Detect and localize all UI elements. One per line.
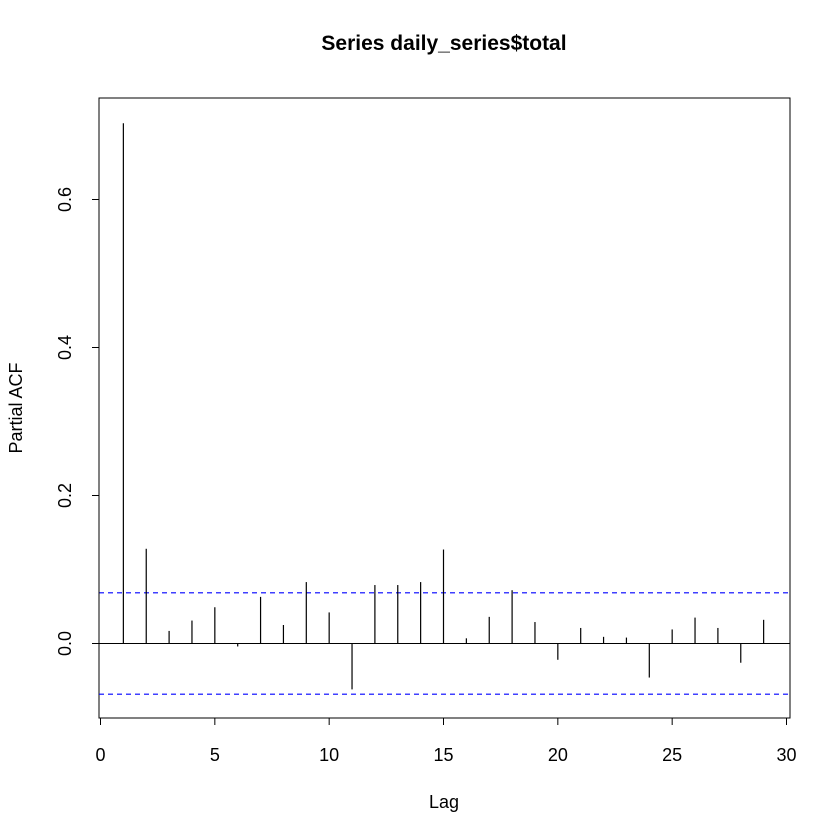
x-tick-label: 0: [95, 745, 105, 765]
y-tick-label: 0.2: [55, 483, 75, 508]
x-axis-label: Lag: [429, 792, 459, 812]
chart-title: Series daily_series$total: [321, 32, 566, 55]
y-tick-label: 0.0: [55, 631, 75, 656]
y-axis-label: Partial ACF: [6, 362, 26, 453]
x-tick-label: 10: [319, 745, 339, 765]
y-tick-label: 0.6: [55, 187, 75, 212]
x-tick-label: 25: [662, 745, 682, 765]
plot-area: [99, 123, 790, 695]
x-tick-label: 15: [433, 745, 453, 765]
axes: 0 5 10 15 20 25 30 0.0 0.2 0.4 0.6: [55, 187, 797, 765]
x-tick-label: 20: [548, 745, 568, 765]
x-tick-label: 30: [776, 745, 796, 765]
plot-frame: [98, 97, 791, 719]
x-tick-label: 5: [210, 745, 220, 765]
y-tick-label: 0.4: [55, 335, 75, 360]
